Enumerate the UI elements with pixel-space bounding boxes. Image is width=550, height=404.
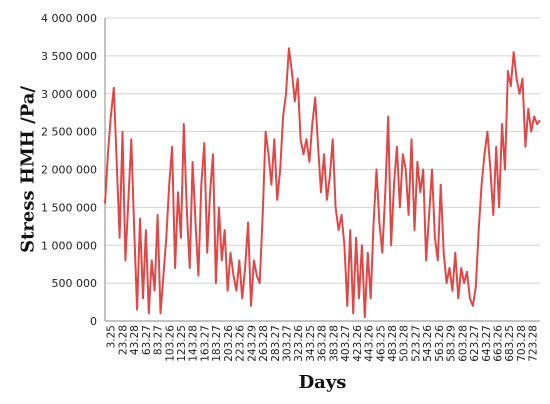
x-tick-label: 343.25 [305,325,317,362]
x-tick-label: 603.28 [457,325,469,362]
x-tick-label: 703.28 [516,325,528,362]
x-tick-label: 523.27 [410,325,422,362]
y-axis-title: Stress HMH /Pa/ [17,86,38,253]
x-tick-label: 63.27 [141,325,153,355]
x-tick-label: 23.28 [117,325,129,355]
x-tick-label: 83.27 [153,325,165,355]
x-tick-label: 563.26 [434,325,446,362]
y-tick-label: 0 [90,315,97,328]
x-tick-label: 103.26 [164,325,176,362]
x-tick-label: 383.28 [328,325,340,362]
x-tick-labels: 3.25 23.28 43.28 63.27 83.27 103.26 123.25 143.… [106,325,540,362]
y-tick-label: 3 500 000 [41,50,97,63]
x-tick-label: 543.26 [422,325,434,362]
series-layer [104,47,541,319]
x-tick-label: 463.25 [375,325,387,362]
x-tick-label: 403.27 [340,325,352,362]
y-gridlines [105,17,540,284]
x-tick-label: 183.27 [211,325,223,362]
x-tick-label: 283.27 [270,325,282,362]
x-tick-label: 723.28 [528,325,540,362]
x-tick-label: 303.27 [282,325,294,362]
axes [104,18,540,322]
x-tick-label: 43.28 [129,325,141,355]
y-tick-label: 2 000 000 [41,164,97,177]
x-tick-label: 3.25 [106,325,118,348]
y-tick-label: 4 000 000 [41,12,97,25]
x-tick-label: 223.26 [235,325,247,362]
x-tick-label: 663.26 [493,325,505,362]
x-tick-label: 503.28 [399,325,411,362]
x-tick-label: 483.28 [387,325,399,362]
x-tick-label: 163.27 [199,325,211,362]
x-tick-label: 263.28 [258,325,270,362]
x-tick-label: 683.25 [504,325,516,362]
y-tick-label: 500 000 [52,277,98,290]
x-tick-label: 643.27 [481,325,493,362]
y-tick-label: 1 500 000 [41,201,97,214]
x-tick-label: 423.26 [352,325,364,362]
x-tick-label: 443.26 [364,325,376,362]
y-tick-label: 1 000 000 [41,239,97,252]
x-axis-title: Days [299,372,347,393]
x-tick-label: 123.25 [176,325,188,362]
x-tick-label: 203.26 [223,325,235,362]
series-line [104,47,541,319]
y-tick-label: 3 000 000 [41,88,97,101]
y-tick-label: 2 500 000 [41,126,97,139]
y-tick-labels: 0 500 000 1 000 000 1 500 000 2 000 000 2 500… [41,12,97,328]
x-tick-label: 143.28 [188,325,200,362]
x-tick-label: 583.29 [446,325,458,362]
x-tick-label: 363.28 [317,325,329,362]
x-tick-label: 323.26 [293,325,305,362]
x-tick-label: 623.27 [469,325,481,362]
x-tick-label: 243.29 [246,325,258,362]
